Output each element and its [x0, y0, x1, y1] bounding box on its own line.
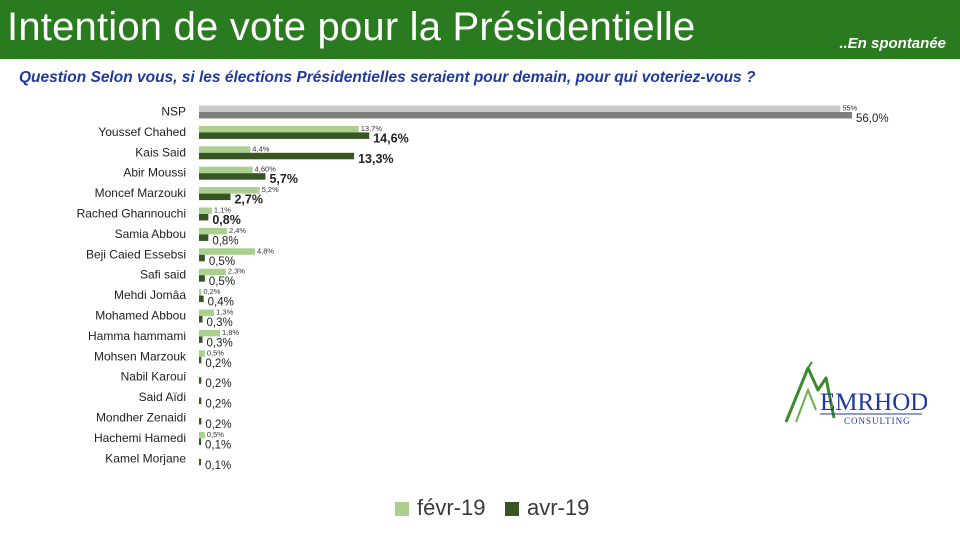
data-label-apr: 0,5%	[209, 256, 235, 268]
data-label-apr: 2,7%	[234, 193, 263, 207]
category-label: Hachemi Hamedi	[94, 431, 186, 445]
category-label: Safi said	[140, 268, 186, 282]
bar-feb	[199, 268, 226, 276]
category-label: Mohamed Abbou	[95, 309, 186, 323]
data-label-apr: 0,2%	[205, 419, 231, 431]
category-label: Mohsen Marzouk	[94, 349, 187, 363]
data-label-feb: 0,5%	[207, 430, 224, 439]
bar-apr	[199, 377, 202, 384]
bar-feb	[199, 207, 212, 214]
data-label-feb: 1,1%	[214, 206, 231, 215]
category-label: Beji Caied Essebsi	[86, 247, 186, 261]
data-label-feb: 0,2%	[203, 287, 220, 296]
bar-apr	[199, 356, 202, 364]
category-label: Moncef Marzouki	[95, 186, 186, 200]
survey-mode-label: ..En spontanée	[839, 35, 946, 52]
category-label: Rached Ghannouchi	[77, 207, 186, 221]
data-label-apr: 0,1%	[205, 439, 231, 451]
category-label: NSP	[161, 105, 186, 119]
bar-feb	[199, 431, 205, 439]
legend-label-feb: févr-19	[417, 495, 486, 520]
data-label-apr: 0,8%	[212, 235, 238, 247]
title-banner: Intention de vote pour la Présidentielle…	[0, 0, 960, 59]
data-label-feb: 55%	[842, 104, 857, 113]
data-label-feb: 13,7%	[361, 124, 383, 133]
data-label-feb: 2,3%	[228, 267, 245, 276]
bar-apr	[199, 214, 209, 221]
data-label-apr: 5,7%	[269, 172, 298, 186]
bar-apr	[199, 397, 202, 405]
page-title: Intention de vote pour la Présidentielle	[7, 5, 696, 49]
bar-apr	[199, 234, 209, 241]
bar-feb	[199, 289, 202, 296]
survey-question: Question Selon vous, si les élections Pr…	[19, 69, 756, 86]
data-label-apr: 0,8%	[212, 213, 241, 227]
category-label: Mondher Zenaidi	[96, 411, 186, 425]
bar-feb	[199, 350, 205, 357]
category-label: Nabil Karoui	[121, 370, 186, 384]
data-label-apr: 0,5%	[209, 276, 235, 288]
bar-apr	[199, 275, 205, 282]
emrhod-logo: EMRHOD CONSULTING	[782, 360, 928, 432]
bar-feb	[199, 166, 253, 174]
legend-label-apr: avr-19	[527, 495, 590, 520]
data-label-apr: 0,3%	[206, 317, 232, 329]
bar-feb	[199, 146, 251, 153]
bar-feb	[199, 187, 260, 194]
category-label: Said Aïdi	[139, 390, 186, 404]
legend-swatch-apr	[505, 502, 519, 516]
logo-mark-icon	[784, 361, 836, 423]
data-label-apr: 0,2%	[205, 399, 231, 411]
category-label: Abir Moussi	[123, 166, 186, 180]
category-label: Mehdi Jomâa	[114, 288, 186, 302]
data-label-apr: 0,1%	[205, 460, 231, 472]
data-label-apr: 0,2%	[205, 378, 231, 390]
bar-feb	[199, 248, 255, 255]
data-label-apr: 0,2%	[205, 358, 231, 370]
category-label: Hamma hammami	[88, 329, 186, 343]
bar-apr	[199, 173, 266, 180]
data-label-apr: 0,4%	[208, 297, 234, 309]
data-label-feb: 4,8%	[257, 246, 274, 255]
category-label: Kamel Morjane	[105, 451, 186, 465]
bar-apr	[199, 458, 201, 466]
data-label-feb: 0,5%	[207, 348, 224, 357]
bar-apr	[199, 132, 370, 139]
data-label-feb: 4,60%	[255, 165, 277, 174]
bar-feb	[199, 227, 227, 235]
data-label-feb: 2,4%	[229, 226, 246, 235]
svg-text:CONSULTING: CONSULTING	[844, 416, 911, 426]
bar-apr	[199, 336, 203, 343]
data-label-apr: 14,6%	[373, 131, 408, 145]
legend-swatch-feb	[395, 502, 409, 516]
bar-feb	[199, 105, 841, 112]
bar-feb	[199, 309, 215, 316]
bar-apr	[199, 418, 202, 425]
bar-chart: NSP 55%56,0% Youssef Chahed 13,7%14,6% Kais …	[77, 104, 889, 472]
bar-apr	[199, 316, 203, 323]
category-label: Kais Said	[135, 145, 186, 159]
bar-apr	[199, 438, 201, 445]
data-label-feb: 1,3%	[216, 308, 233, 317]
bar-apr	[199, 112, 852, 119]
bar-apr	[199, 254, 205, 262]
data-label-feb: 5,2%	[262, 185, 279, 194]
bar-feb	[199, 125, 359, 133]
category-label: Youssef Chahed	[98, 125, 186, 139]
bar-apr	[199, 295, 204, 303]
bar-apr	[199, 152, 355, 160]
category-label: Samia Abbou	[115, 227, 186, 241]
svg-text:EMRHOD: EMRHOD	[820, 389, 927, 416]
bar-feb	[199, 329, 220, 337]
data-label-apr: 56,0%	[856, 113, 889, 125]
data-label-apr: 13,3%	[358, 152, 393, 166]
data-label-apr: 0,3%	[206, 337, 232, 349]
bar-apr	[199, 193, 231, 201]
data-label-feb: 4,4%	[252, 144, 269, 153]
data-label-feb: 1,8%	[222, 328, 239, 337]
